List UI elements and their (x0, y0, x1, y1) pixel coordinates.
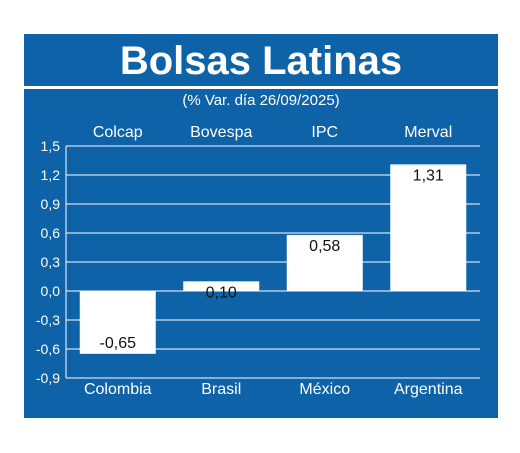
country-label: Brasil (201, 381, 241, 398)
y-tick-label: 0,3 (41, 254, 61, 270)
y-tick-label: -0,3 (36, 312, 60, 328)
bar (79, 291, 156, 354)
y-tick-label: -0,9 (36, 370, 60, 386)
chart-panel: Bolsas Latinas (% Var. día 26/09/2025) 1… (24, 34, 498, 418)
country-label: México (299, 381, 350, 398)
title-divider (24, 86, 498, 89)
bar (390, 164, 467, 291)
index-label: Colcap (93, 124, 143, 141)
y-tick-label: 1,5 (41, 138, 61, 154)
bar (183, 281, 260, 291)
bar (286, 234, 363, 291)
country-label: Argentina (394, 381, 463, 398)
bar-value-label: 0,58 (309, 238, 340, 255)
y-tick-label: 0,0 (41, 283, 61, 299)
index-label: Bovespa (190, 124, 252, 141)
index-label: Merval (404, 124, 452, 141)
bar-value-label: -0,65 (100, 335, 137, 352)
index-label: IPC (311, 124, 338, 141)
y-tick-label: 0,9 (41, 196, 61, 212)
country-label: Colombia (84, 381, 152, 398)
y-tick-label: 1,2 (41, 167, 61, 183)
chart-title: Bolsas Latinas (119, 39, 403, 83)
y-tick-label: -0,6 (36, 341, 60, 357)
bar-chart: 1,5 1,2 0,9 0,6 0,3 0,0 -0,3 -0,6 -0,9 -0,65 Colca… (36, 124, 480, 398)
bar-value-label: 1,31 (413, 167, 444, 184)
y-tick-label: 0,6 (41, 225, 61, 241)
chart-subtitle: (% Var. día 26/09/2025) (182, 92, 340, 109)
bar-value-label: 0,10 (206, 284, 237, 301)
